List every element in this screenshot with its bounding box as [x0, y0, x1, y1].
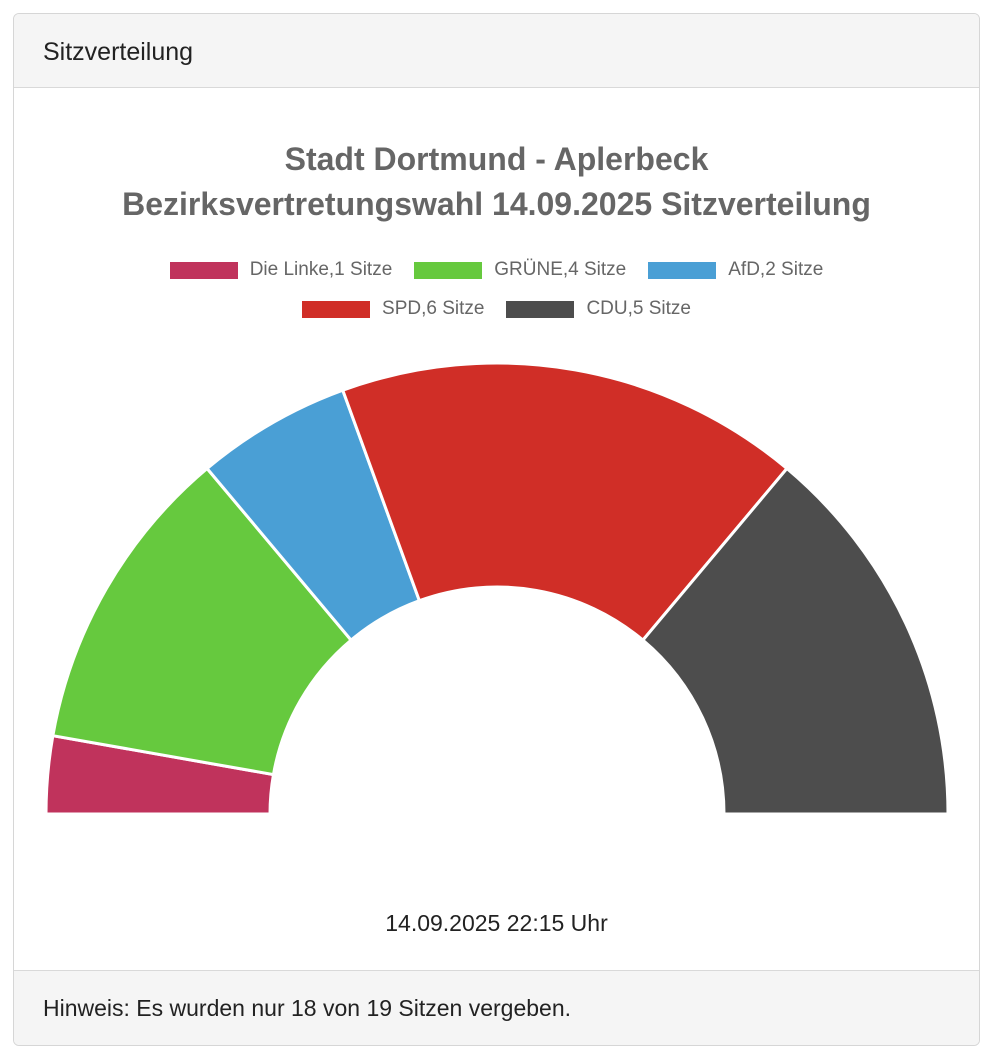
- legend-label: SPD,6 Sitze: [382, 298, 485, 319]
- legend-item-cdu[interactable]: CDU,5 Sitze: [506, 298, 691, 320]
- legend-row-1: Die Linke,1 Sitze GRÜNE,4 Sitze AfD,2 Si…: [14, 259, 979, 281]
- segment-cdu[interactable]: [640, 466, 950, 816]
- segment-spd[interactable]: [340, 361, 790, 643]
- legend-label: AfD,2 Sitze: [728, 259, 824, 280]
- chart-title-line-1: Stadt Dortmund - Aplerbeck: [284, 141, 709, 177]
- card-title: Sitzverteilung: [43, 38, 194, 66]
- card-header: Sitzverteilung: [14, 14, 979, 88]
- chart-title-line-2: Bezirksvertretungswahl 14.09.2025 Sitzve…: [122, 186, 871, 222]
- legend-item-gruene[interactable]: GRÜNE,4 Sitze: [414, 259, 626, 281]
- legend-swatch: [169, 261, 238, 279]
- legend-label: GRÜNE,4 Sitze: [494, 259, 627, 280]
- legend-swatch: [414, 261, 483, 279]
- half-donut-chart: [44, 361, 950, 816]
- legend-swatch: [302, 300, 371, 318]
- segment-gr-ne[interactable]: [51, 466, 354, 777]
- card-footer: Hinweis: Es wurden nur 18 von 19 Sitzen …: [14, 970, 979, 1045]
- legend-label: CDU,5 Sitze: [586, 298, 691, 319]
- seat-distribution-card: Sitzverteilung Stadt Dortmund - Aplerbec…: [13, 13, 980, 1046]
- legend-item-afd[interactable]: AfD,2 Sitze: [648, 259, 823, 281]
- legend-item-die-linke[interactable]: Die Linke,1 Sitze: [169, 259, 393, 281]
- legend-item-spd[interactable]: SPD,6 Sitze: [302, 298, 484, 320]
- chart-timestamp: 14.09.2025 22:15 Uhr: [385, 910, 608, 936]
- legend-label: Die Linke,1 Sitze: [249, 259, 393, 280]
- legend-swatch: [648, 261, 717, 279]
- legend-swatch: [506, 300, 575, 318]
- footer-note: Hinweis: Es wurden nur 18 von 19 Sitzen …: [43, 995, 572, 1021]
- legend-row-2: SPD,6 Sitze CDU,5 Sitze: [14, 298, 979, 320]
